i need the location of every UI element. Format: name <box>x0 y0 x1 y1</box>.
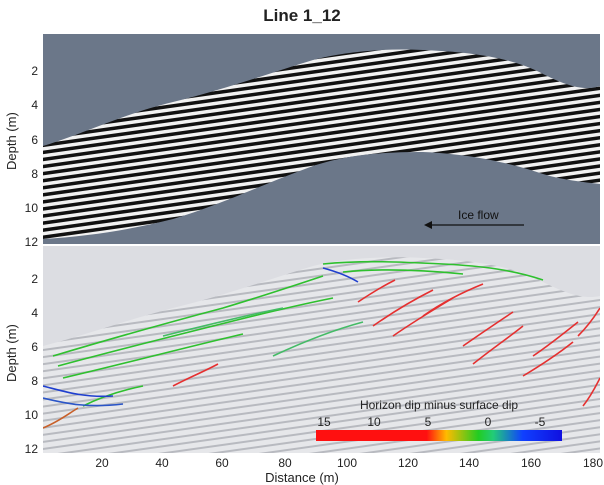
legend-tick: 0 <box>484 415 492 429</box>
top-ytick: 8 <box>31 167 38 181</box>
dip-interpretation-panel <box>43 246 600 453</box>
bottom-ytick: 10 <box>24 408 38 422</box>
bottom-ytick: 8 <box>31 374 38 388</box>
radargram-image <box>43 49 600 240</box>
top-ytick: 6 <box>31 133 38 147</box>
top-ytick: 4 <box>31 98 38 112</box>
bottom-ylabel: Depth (m) <box>4 324 19 382</box>
ice-flow-label: Ice flow <box>458 208 499 222</box>
legend-tick: -5 <box>534 415 546 429</box>
ice-flow-arrow-icon <box>424 221 524 229</box>
top-ylabel: Depth (m) <box>4 112 19 170</box>
xtick: 40 <box>155 456 169 470</box>
xtick: 140 <box>458 456 480 470</box>
horizon-overlay <box>43 257 600 453</box>
dip-colorbar <box>316 430 562 441</box>
xtick: 20 <box>95 456 109 470</box>
top-ytick: 12 <box>24 235 38 249</box>
figure-title: Line 1_12 <box>263 6 341 25</box>
bottom-ytick: 6 <box>31 340 38 354</box>
legend-title: Horizon dip minus surface dip <box>359 398 519 412</box>
x-axis-label: Distance (m) <box>265 470 339 485</box>
dip-legend: Horizon dip minus surface dip 15 10 5 0 … <box>316 398 562 448</box>
xtick: 180 <box>582 456 604 470</box>
xtick: 160 <box>520 456 542 470</box>
bottom-ytick: 2 <box>31 272 38 286</box>
top-ytick: 2 <box>31 64 38 78</box>
legend-tick: 15 <box>317 415 331 429</box>
xtick: 60 <box>215 456 229 470</box>
legend-tick: 10 <box>367 415 381 429</box>
bottom-ytick: 12 <box>24 442 38 456</box>
xtick: 100 <box>336 456 358 470</box>
xtick: 80 <box>278 456 292 470</box>
top-ytick: 10 <box>24 201 38 215</box>
bottom-ytick: 4 <box>31 306 38 320</box>
legend-tick: 5 <box>424 415 432 429</box>
xtick: 120 <box>397 456 419 470</box>
radargram-panel <box>43 34 600 244</box>
